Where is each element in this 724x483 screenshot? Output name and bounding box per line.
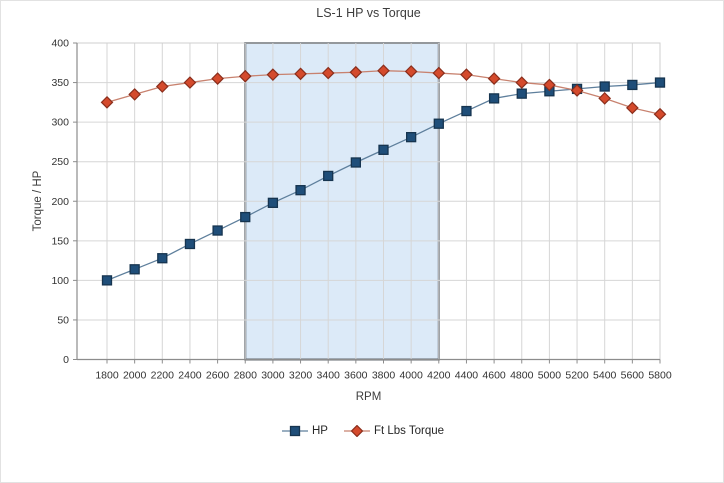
y-axis-title: Torque / HP (32, 170, 44, 232)
svg-text:4200: 4200 (427, 370, 451, 382)
chart-title: LS-1 HP vs Torque (316, 6, 421, 20)
legend-item-hp: HP (281, 425, 328, 437)
svg-text:5800: 5800 (648, 370, 672, 382)
svg-text:4000: 4000 (399, 370, 423, 382)
svg-text:150: 150 (51, 235, 69, 247)
svg-text:3400: 3400 (317, 370, 341, 382)
svg-text:2400: 2400 (178, 370, 202, 382)
svg-text:3600: 3600 (344, 370, 368, 382)
svg-text:250: 250 (51, 156, 69, 168)
svg-text:2600: 2600 (206, 370, 230, 382)
svg-text:3800: 3800 (372, 370, 396, 382)
svg-text:4400: 4400 (455, 370, 479, 382)
svg-text:2800: 2800 (234, 370, 258, 382)
svg-text:5200: 5200 (565, 370, 589, 382)
svg-text:350: 350 (51, 77, 69, 89)
svg-text:5600: 5600 (621, 370, 645, 382)
x-axis-title: RPM (355, 391, 382, 403)
x-tick-labels: 1800 2000 2200 2400 2600 2800 3000 3200 3400 3600… (95, 370, 672, 382)
svg-text:400: 400 (51, 38, 69, 50)
svg-text:300: 300 (51, 117, 69, 129)
legend-label-torque: Ft Lbs Torque (373, 425, 445, 437)
legend-label-hp: HP (311, 425, 328, 437)
torque-series-marker-icon (343, 425, 370, 437)
svg-text:4600: 4600 (482, 370, 506, 382)
y-tick-labels: 0 50 100 150 200 250 300 350 400 (51, 38, 69, 367)
svg-text:0: 0 (63, 354, 69, 366)
svg-text:2000: 2000 (123, 370, 147, 382)
svg-text:4800: 4800 (510, 370, 534, 382)
svg-text:200: 200 (51, 196, 69, 208)
svg-text:3000: 3000 (261, 370, 285, 382)
axes (73, 42, 661, 364)
svg-text:100: 100 (51, 275, 69, 287)
svg-text:5400: 5400 (593, 370, 617, 382)
legend-item-torque: Ft Lbs Torque (343, 425, 445, 437)
svg-text:2200: 2200 (151, 370, 175, 382)
hp-series-marker-icon (281, 425, 308, 437)
svg-text:50: 50 (57, 314, 69, 326)
svg-text:3200: 3200 (289, 370, 313, 382)
ft-lbs-torque-series (100, 64, 667, 121)
legend: HP Ft Lbs Torque (1, 425, 723, 437)
svg-text:5000: 5000 (538, 370, 562, 382)
svg-text:1800: 1800 (95, 370, 119, 382)
